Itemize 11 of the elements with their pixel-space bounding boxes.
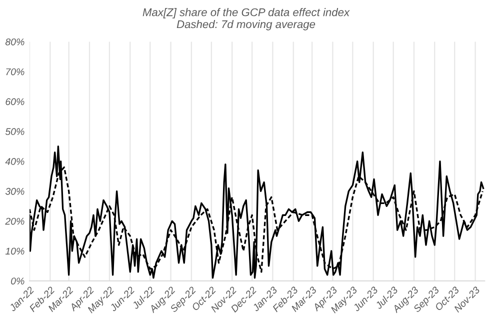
line-series xyxy=(30,146,484,279)
y-tick-label: 0% xyxy=(11,278,24,284)
y-tick-label: 80% xyxy=(5,38,24,46)
y-tick-label: 20% xyxy=(5,218,24,225)
y-tick-label: 10% xyxy=(5,248,24,255)
y-tick-label: 60% xyxy=(6,98,24,106)
chart-title: Max[Z] share of the GCP data effect index Dashed: 7d moving average xyxy=(142,8,350,30)
y-tick-label: 70% xyxy=(6,68,24,76)
y-tick-label: 50% xyxy=(5,128,24,136)
y-tick-label: 30% xyxy=(5,188,24,195)
y-tick-label: 40% xyxy=(5,158,24,165)
